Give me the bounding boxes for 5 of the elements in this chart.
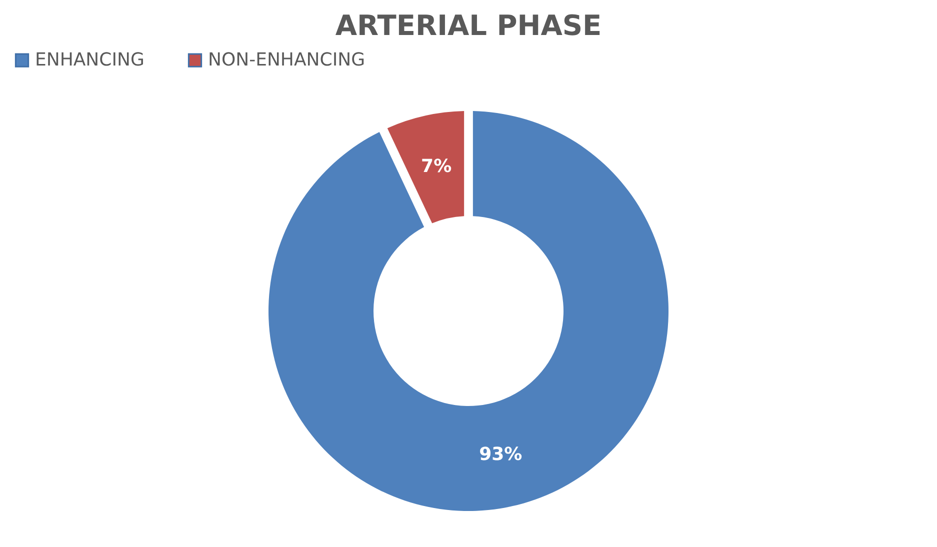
legend-label: NON-ENHANCING (208, 49, 366, 70)
data-label: 7% (421, 156, 452, 178)
chart-title: ARTERIAL PHASE (335, 9, 602, 42)
legend-label: ENHANCING (35, 49, 144, 70)
data-label: 93% (479, 444, 522, 465)
